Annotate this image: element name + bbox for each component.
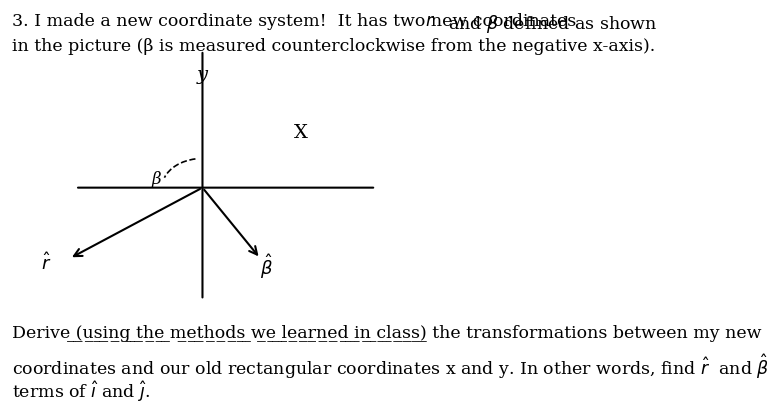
Text: coordinates and our old rectangular coordinates x and y. In other words, find $\: coordinates and our old rectangular coor… bbox=[12, 352, 775, 381]
Text: $r$: $r$ bbox=[425, 13, 436, 30]
Text: Derive ̲(̲u̲s̲i̲n̲g̲ ̲t̲h̲e̲ ̲m̲e̲t̲h̲o̲d̲s̲ ̲w̲e̲ ̲l̲e̲a̲r̲n̲e̲d̲ ̲i̲n̲ ̲c̲l̲a̲: Derive ̲(̲u̲s̲i̲n̲g̲ ̲t̲h̲e̲ ̲m̲e̲t̲h̲o̲… bbox=[12, 325, 761, 342]
Text: β: β bbox=[151, 171, 161, 188]
Text: X: X bbox=[294, 124, 308, 143]
Text: $\hat{\beta}$: $\hat{\beta}$ bbox=[260, 253, 273, 281]
Text: y: y bbox=[197, 66, 208, 84]
Text: terms of $\hat{\imath}$ and $\hat{\jmath}$.: terms of $\hat{\imath}$ and $\hat{\jmath… bbox=[12, 379, 150, 404]
Text: in the picture (β is measured counterclockwise from the negative x-axis).: in the picture (β is measured counterclo… bbox=[12, 38, 655, 55]
Text: $\hat{r}$: $\hat{r}$ bbox=[41, 252, 51, 274]
Text: and $\beta$ defined as shown: and $\beta$ defined as shown bbox=[437, 13, 657, 35]
Text: 3. I made a new coordinate system!  It has two new coordinates: 3. I made a new coordinate system! It ha… bbox=[12, 13, 581, 30]
